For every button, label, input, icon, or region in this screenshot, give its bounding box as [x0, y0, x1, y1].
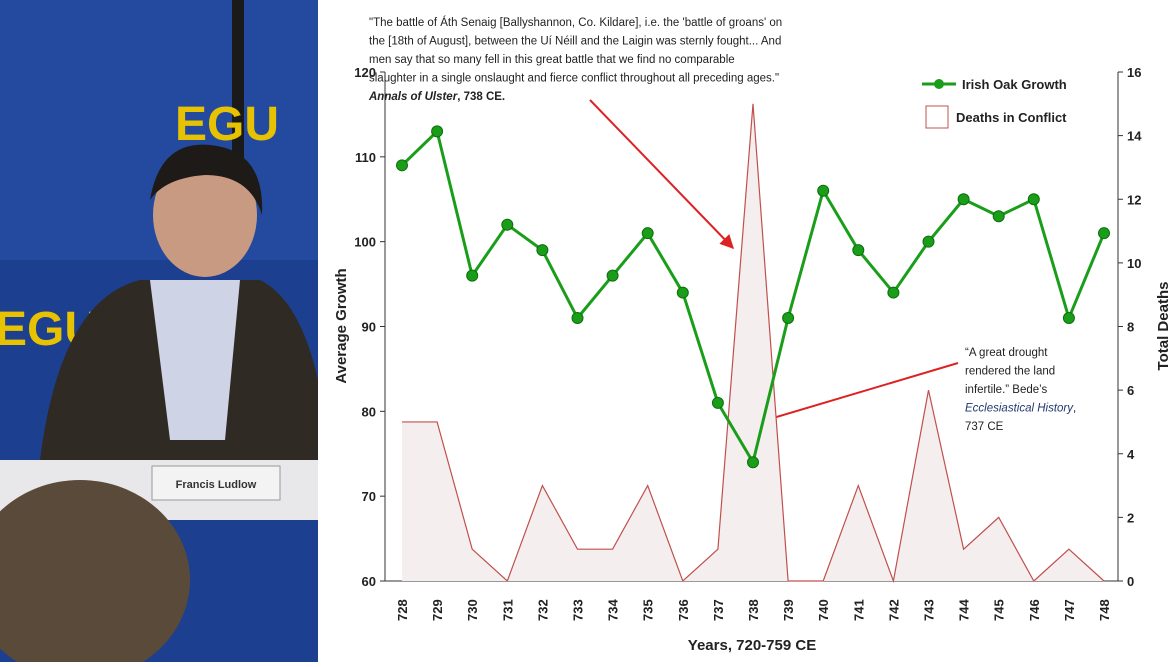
- y2-axis-label: Total Deaths: [1155, 282, 1172, 371]
- source-title: Annals of Ulster: [368, 91, 458, 103]
- x-tick-label: 743: [922, 599, 937, 621]
- area-fill: [402, 104, 1104, 581]
- growth-point: [923, 236, 934, 247]
- x-tick-label: 741: [851, 599, 866, 621]
- growth-point: [853, 245, 864, 256]
- x-tick-label: 738: [746, 599, 761, 621]
- x-tick-label: 731: [500, 599, 515, 621]
- growth-point: [818, 185, 829, 196]
- y2-tick-label: 2: [1127, 510, 1134, 525]
- x-tick-label: 739: [781, 599, 796, 621]
- y2-tick-label: 10: [1127, 256, 1141, 271]
- growth-point: [537, 245, 548, 256]
- growth-point: [432, 126, 443, 137]
- page: EGU EGU EGU Francis Ludlow Average Growt…: [0, 0, 1175, 662]
- growth-point: [958, 194, 969, 205]
- source-rest: , 738 CE.: [457, 91, 505, 103]
- name-plate-text: Francis Ludlow: [176, 479, 257, 491]
- y-tick-label: 70: [362, 489, 376, 504]
- growth-point: [1063, 313, 1074, 324]
- y-tick-label: 90: [362, 320, 376, 335]
- x-tick-label: 728: [395, 599, 410, 621]
- x-tick-label: 745: [992, 599, 1007, 621]
- growth-point: [888, 287, 899, 298]
- growth-point: [748, 457, 759, 468]
- x-tick-label: 742: [886, 599, 901, 621]
- y-tick-label: 110: [355, 150, 376, 165]
- y2-tick-label: 12: [1127, 192, 1141, 207]
- legend-label: Deaths in Conflict: [956, 110, 1067, 125]
- growth-point: [502, 219, 513, 230]
- source-rest: ,: [1073, 403, 1076, 415]
- growth-point: [712, 397, 723, 408]
- annotation-arrow: [590, 100, 733, 248]
- annotation-source: Annals of Ulster, 738 CE.: [368, 91, 505, 103]
- annotation-source: Ecclesiastical History,: [965, 403, 1076, 415]
- growth-point: [397, 160, 408, 171]
- annotation-text: men say that so many fell in this great …: [369, 54, 735, 66]
- x-tick-label: 747: [1062, 599, 1077, 621]
- x-tick-label: 736: [676, 599, 691, 621]
- growth-point: [572, 313, 583, 324]
- annotation-text: “A great drought: [965, 347, 1048, 359]
- annotation-text: the [18th of August], between the Uí Néi…: [369, 36, 781, 48]
- y-tick-label: 80: [362, 404, 376, 419]
- annotation-text: rendered the land: [965, 366, 1055, 378]
- x-tick-label: 735: [641, 599, 656, 621]
- growth-point: [783, 313, 794, 324]
- y-tick-label: 60: [362, 574, 376, 589]
- growth-point: [677, 287, 688, 298]
- x-tick-label: 732: [535, 599, 550, 621]
- growth-point: [642, 228, 653, 239]
- annotation-text: infertile.” Bede’s: [965, 384, 1047, 396]
- x-tick-label: 744: [957, 599, 972, 621]
- x-tick-label: 729: [430, 599, 445, 621]
- x-tick-label: 740: [816, 599, 831, 621]
- x-tick-label: 737: [711, 599, 726, 621]
- y-tick-label: 100: [354, 235, 376, 250]
- growth-point: [1028, 194, 1039, 205]
- legend-marker: [926, 106, 948, 128]
- speaker-photo: EGU EGU EGU Francis Ludlow: [0, 0, 334, 662]
- x-tick-label: 734: [606, 599, 621, 621]
- logo: EGU: [175, 98, 279, 151]
- x-axis-label: Years, 720-759 CE: [688, 637, 816, 654]
- growth-point: [993, 211, 1004, 222]
- x-tick-label: 746: [1027, 599, 1042, 621]
- legend-label: Irish Oak Growth: [962, 77, 1067, 92]
- y2-tick-label: 14: [1127, 129, 1142, 144]
- growth-point: [1099, 228, 1110, 239]
- x-tick-label: 733: [571, 599, 586, 621]
- annotation-text: 737 CE: [965, 421, 1004, 433]
- growth-point: [607, 270, 618, 281]
- y-axis-label: Average Growth: [333, 268, 350, 383]
- source-title: Ecclesiastical History: [965, 403, 1074, 415]
- annotation-text: "The battle of Áth Senaig [Ballyshannon,…: [369, 16, 782, 29]
- growth-point: [467, 270, 478, 281]
- legend-marker: [934, 79, 944, 89]
- x-tick-label: 748: [1097, 599, 1112, 621]
- y2-tick-label: 4: [1127, 447, 1135, 462]
- y2-tick-label: 6: [1127, 383, 1134, 398]
- x-tick-label: 730: [465, 599, 480, 621]
- y2-tick-label: 8: [1127, 320, 1134, 335]
- y2-tick-label: 16: [1127, 65, 1141, 80]
- y2-tick-label: 0: [1127, 574, 1134, 589]
- screen: EGU EGU EGU Francis Ludlow Average Growt…: [0, 0, 1175, 662]
- annotation-text: slaughter in a single onslaught and fier…: [369, 73, 779, 85]
